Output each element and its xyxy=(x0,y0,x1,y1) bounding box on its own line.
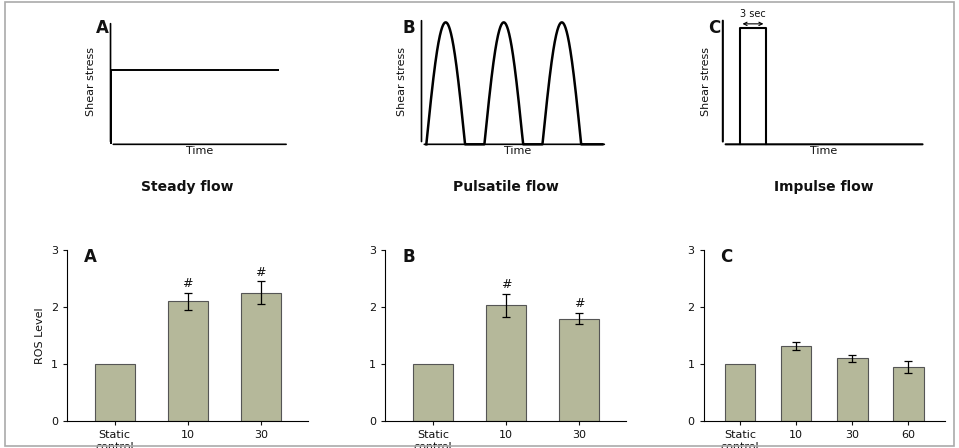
Text: Impulse flow: Impulse flow xyxy=(774,180,874,194)
Text: C: C xyxy=(720,248,733,266)
Y-axis label: ROS Level: ROS Level xyxy=(35,307,45,364)
Text: Shear stress: Shear stress xyxy=(86,47,96,116)
Text: A: A xyxy=(84,248,97,266)
Bar xyxy=(559,319,599,421)
Text: B: B xyxy=(402,19,415,37)
Text: #: # xyxy=(501,278,511,291)
Text: C: C xyxy=(709,19,720,37)
Text: Shear stress: Shear stress xyxy=(397,47,408,116)
Bar xyxy=(725,364,756,421)
Bar xyxy=(95,364,134,421)
Text: A: A xyxy=(96,19,109,37)
Text: B: B xyxy=(402,248,415,266)
Bar xyxy=(486,306,526,421)
Text: Pulsatile flow: Pulsatile flow xyxy=(453,180,559,194)
Bar xyxy=(836,358,868,421)
Bar xyxy=(781,346,811,421)
Text: Shear stress: Shear stress xyxy=(701,47,711,116)
Bar xyxy=(412,364,453,421)
Text: Time: Time xyxy=(186,146,213,156)
Bar xyxy=(168,302,208,421)
Text: Time: Time xyxy=(810,146,838,156)
Bar xyxy=(241,293,281,421)
Text: #: # xyxy=(182,277,193,290)
Text: Time: Time xyxy=(504,146,531,156)
Text: 3 sec: 3 sec xyxy=(740,9,766,19)
Text: #: # xyxy=(255,266,266,279)
Bar xyxy=(893,367,924,421)
Text: Steady flow: Steady flow xyxy=(141,180,234,194)
Text: #: # xyxy=(573,297,584,310)
